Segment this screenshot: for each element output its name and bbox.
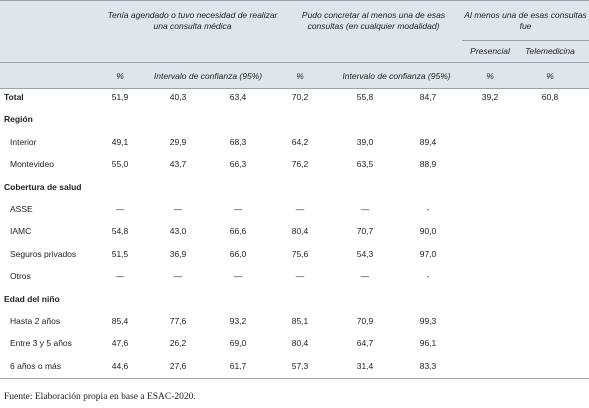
cell: 61,7 [229,360,247,371]
cell: — [115,271,125,282]
cell: 80,4 [291,338,309,349]
cell: 63,5 [356,159,374,170]
cell: 88,9 [419,159,437,170]
cell: 69,0 [229,338,247,349]
cell: 36,9 [169,248,187,259]
section-label: Región [4,114,33,125]
cell: 76,2 [291,159,309,170]
cell: 43,7 [169,159,187,170]
group-header: Tenía agendado o tuvo necesidad de reali… [107,10,278,31]
cell: — [233,204,243,214]
cell: 68,3 [229,136,247,147]
cell: 51,9 [111,92,129,102]
column-header: Intervalo de confianza (95%) [342,71,451,81]
cell: 85,1 [291,316,309,326]
cell: 70,7 [356,226,374,237]
cell: 64,7 [356,338,374,349]
cell: 66,3 [229,159,247,170]
cell: 54,3 [356,248,374,259]
column-header: % [546,71,554,81]
cell: 93,2 [229,316,247,326]
row-label: IAMC [10,226,32,237]
cell: 31,4 [356,360,374,371]
section-label: Edad del niño [4,293,60,304]
cell: 75,6 [291,248,309,259]
cell: 99,3 [419,316,437,326]
column-header: % [486,71,494,81]
cell: 27,6 [169,360,187,371]
cell: 70,2 [291,92,309,102]
row-label: Hasta 2 años [10,316,61,326]
cell: 66,0 [229,248,247,259]
cell: 66,6 [229,226,247,237]
section-label: Total [4,92,24,102]
cell: — [360,271,370,282]
cell: 40,3 [169,92,187,102]
cell: 39,2 [481,92,499,102]
cell: 70,9 [356,316,374,326]
row-label: Otros [10,271,31,282]
cell: 64,2 [291,136,309,147]
column-header: % [296,71,304,81]
cell: 49,1 [111,136,129,147]
row-label: Interior [10,136,37,147]
group-header: Pudo concretar al menos una de esas cons… [301,10,446,31]
cell: - [426,204,430,214]
cell: — [295,271,305,282]
cell: 57,3 [291,360,309,371]
cell: 84,7 [419,92,437,102]
cell: 55,8 [356,92,374,102]
cell: 89,4 [419,136,437,147]
cell: 47,6 [111,338,129,349]
row-label: 6 años o más [10,360,62,371]
row-label: ASSE [10,204,33,214]
row-label: Seguros privados [10,248,77,259]
cell: — [173,204,183,214]
rule [0,0,589,1]
rule [0,378,589,379]
row-label: Montevideo [10,159,54,170]
cell: 97,0 [419,248,437,259]
cell: 26,2 [169,338,187,349]
rule [0,62,589,63]
cell: 60,8 [541,92,559,102]
cell: 85,4 [111,316,129,326]
column-header: % [116,71,124,81]
cell: 63,4 [229,92,247,102]
cell: 43,0 [169,226,187,237]
cell: — [233,271,243,282]
header-background [0,0,589,88]
rule [0,88,589,89]
cell: - [426,271,430,282]
source-note: Fuente: Elaboración propia en base a ESA… [4,392,196,402]
cell: 51,5 [111,248,129,259]
cell: — [360,204,370,214]
group-header: Al menos una de esas consultas fue [464,10,587,31]
cell: — [295,204,305,214]
cell: 77,6 [169,316,187,326]
rule [462,40,589,41]
cell: 44,6 [111,360,129,371]
cell: 39,0 [356,136,374,147]
cell: 55,0 [111,159,129,170]
row-label: Entre 3 y 5 años [10,338,72,349]
cell: 54,8 [111,226,129,237]
subheader: Presencial [470,46,510,56]
cell: 80,4 [291,226,309,237]
subheader: Telemedicina [525,46,575,56]
cell: 90,0 [419,226,437,237]
cell: — [115,204,125,214]
cell: 29,9 [169,136,187,147]
cell: 96,1 [419,338,437,349]
cell: 83,3 [419,360,437,371]
section-label: Cobertura de salud [4,181,82,192]
cell: — [173,271,183,282]
column-header: Intervalo de confianza (95%) [153,71,263,81]
